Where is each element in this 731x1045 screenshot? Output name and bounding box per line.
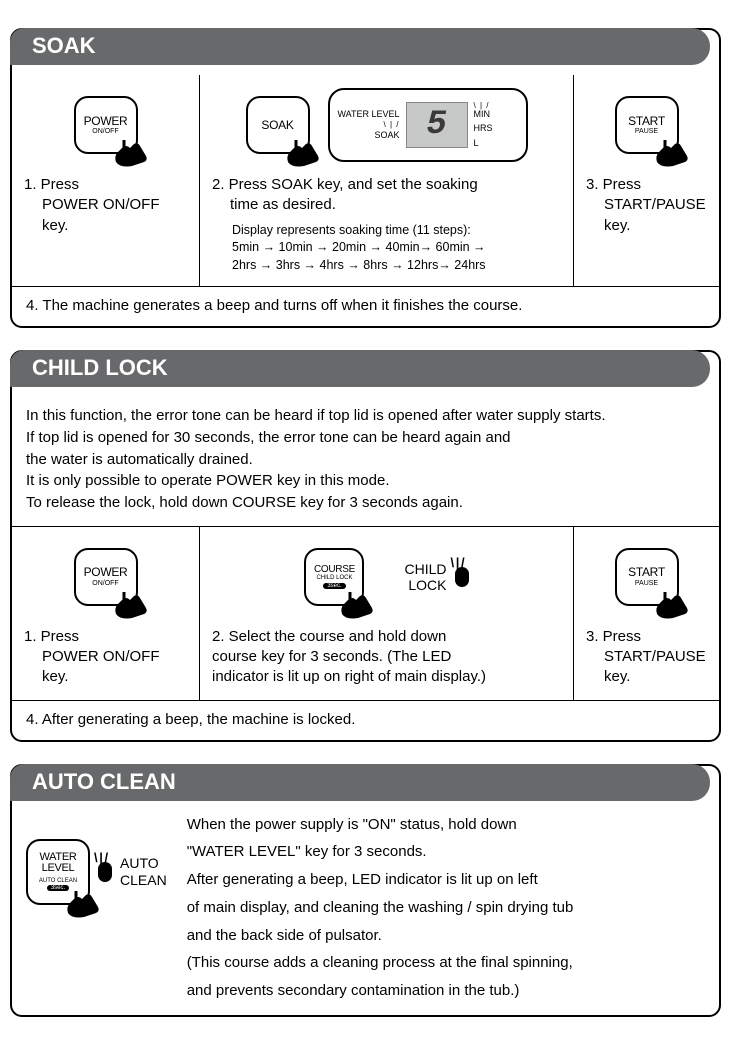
autoclean-section: AUTO CLEAN WATER LEVEL AUTO CLEAN 3sec. … <box>10 764 721 1017</box>
soak-step2-cell: SOAK WATER LEVEL \ | / SOAK 5 <box>200 75 574 286</box>
start-button-sublabel: PAUSE <box>635 128 658 135</box>
soak-step1-text: 1. Press POWER ON/OFF key. <box>24 175 187 236</box>
childlock-steps-row: POWER ON/OFF 1. Press POWER ON/OFF key. … <box>12 526 719 701</box>
start-button-label: START <box>628 115 665 128</box>
power-button-icon: POWER ON/OFF <box>74 548 138 606</box>
soak-button-icon: SOAK <box>246 96 310 154</box>
start-button-icon: START PAUSE <box>615 96 679 154</box>
childlock-step4: 4. After generating a beep, the machine … <box>12 701 719 740</box>
hand-icon <box>651 590 691 622</box>
hand-icon <box>282 138 322 170</box>
childlock-step1-cell: POWER ON/OFF 1. Press POWER ON/OFF key. <box>12 527 200 700</box>
soak-step3-cell: START PAUSE 3. Press START/PAUSE key. <box>574 75 719 286</box>
hand-icon <box>110 590 150 622</box>
childlock-step3-text: 3. Press START/PAUSE key. <box>586 627 707 688</box>
soak-step2-note: Display represents soaking time (11 step… <box>212 222 561 275</box>
soak-steps-row: POWER ON/OFF 1. Press POWER ON/OFF key. … <box>12 75 719 287</box>
soak-title: SOAK <box>32 33 96 58</box>
autoclean-text: When the power supply is "ON" status, ho… <box>187 811 705 1005</box>
lcd-hrs-label: HRS <box>474 121 493 135</box>
autoclean-header: AUTO CLEAN <box>10 764 710 801</box>
hand-icon <box>110 138 150 170</box>
childlock-section: CHILD LOCK In this function, the error t… <box>10 350 721 742</box>
led-icon: \ | / <box>98 862 112 882</box>
led-icon: \ | / <box>455 567 469 587</box>
waterlevel-button-icon: WATER LEVEL AUTO CLEAN 3sec. <box>26 839 90 905</box>
soak-step4: 4. The machine generates a beep and turn… <box>12 287 719 326</box>
soak-step1-cell: POWER ON/OFF 1. Press POWER ON/OFF key. <box>12 75 200 286</box>
soak-section: SOAK POWER ON/OFF 1. Press POWER ON/OFF … <box>10 28 721 328</box>
lcd-display: WATER LEVEL \ | / SOAK 5 \ | / MIN HRS L <box>328 88 528 162</box>
autoclean-led-indicator: \ | / AUTO CLEAN <box>98 855 167 887</box>
childlock-title: CHILD LOCK <box>32 355 168 380</box>
power-button-label: POWER <box>84 115 128 128</box>
childlock-step2-cell: COURSE CHILD LOCK 3sec. CHILD LOCK \ | / <box>200 527 574 700</box>
soak-header: SOAK <box>10 28 710 65</box>
lcd-value: 5 <box>426 106 446 144</box>
soak-step2-text: 2. Press SOAK key, and set the soaking t… <box>212 175 561 216</box>
lcd-min-label: MIN <box>474 107 493 121</box>
power-button-icon: POWER ON/OFF <box>74 96 138 154</box>
childlock-intro: In this function, the error tone can be … <box>26 397 705 526</box>
hand-icon <box>651 138 691 170</box>
autoclean-button-col: WATER LEVEL AUTO CLEAN 3sec. \ | / AUTO … <box>26 811 167 905</box>
childlock-step2-text: 2. Select the course and hold down cours… <box>212 627 561 688</box>
course-button-icon: COURSE CHILD LOCK 3sec. <box>304 548 364 606</box>
autoclean-title: AUTO CLEAN <box>32 769 176 794</box>
hand-icon <box>62 889 102 921</box>
power-button-sublabel: ON/OFF <box>92 128 118 135</box>
lcd-screen: 5 <box>406 102 468 148</box>
childlock-step3-cell: START PAUSE 3. Press START/PAUSE key. <box>574 527 719 700</box>
lcd-soak-label: SOAK <box>338 130 400 141</box>
childlock-header: CHILD LOCK <box>10 350 710 387</box>
hand-icon <box>336 590 376 622</box>
childlock-step1-text: 1. Press POWER ON/OFF key. <box>24 627 187 688</box>
lcd-waterlevel-label: WATER LEVEL <box>338 109 400 120</box>
start-button-icon: START PAUSE <box>615 548 679 606</box>
lcd-l-label: L <box>474 136 493 150</box>
childlock-led-indicator: CHILD LOCK \ | / <box>404 561 468 593</box>
badge-3sec: 3sec. <box>323 583 345 589</box>
soak-button-label: SOAK <box>261 119 293 132</box>
soak-step3-text: 3. Press START/PAUSE key. <box>586 175 707 236</box>
